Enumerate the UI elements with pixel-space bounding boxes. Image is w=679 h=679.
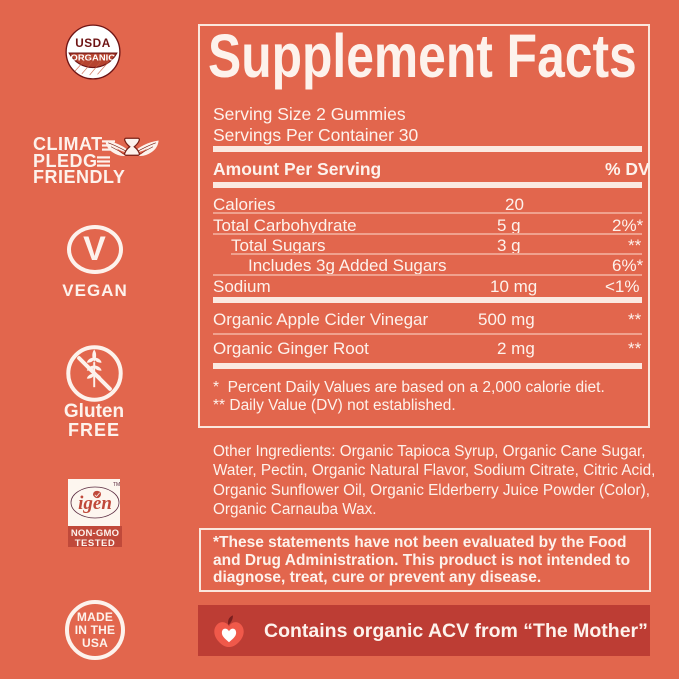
svg-text:USDA: USDA	[75, 37, 111, 50]
svg-text:ORGANIC: ORGANIC	[71, 53, 116, 63]
